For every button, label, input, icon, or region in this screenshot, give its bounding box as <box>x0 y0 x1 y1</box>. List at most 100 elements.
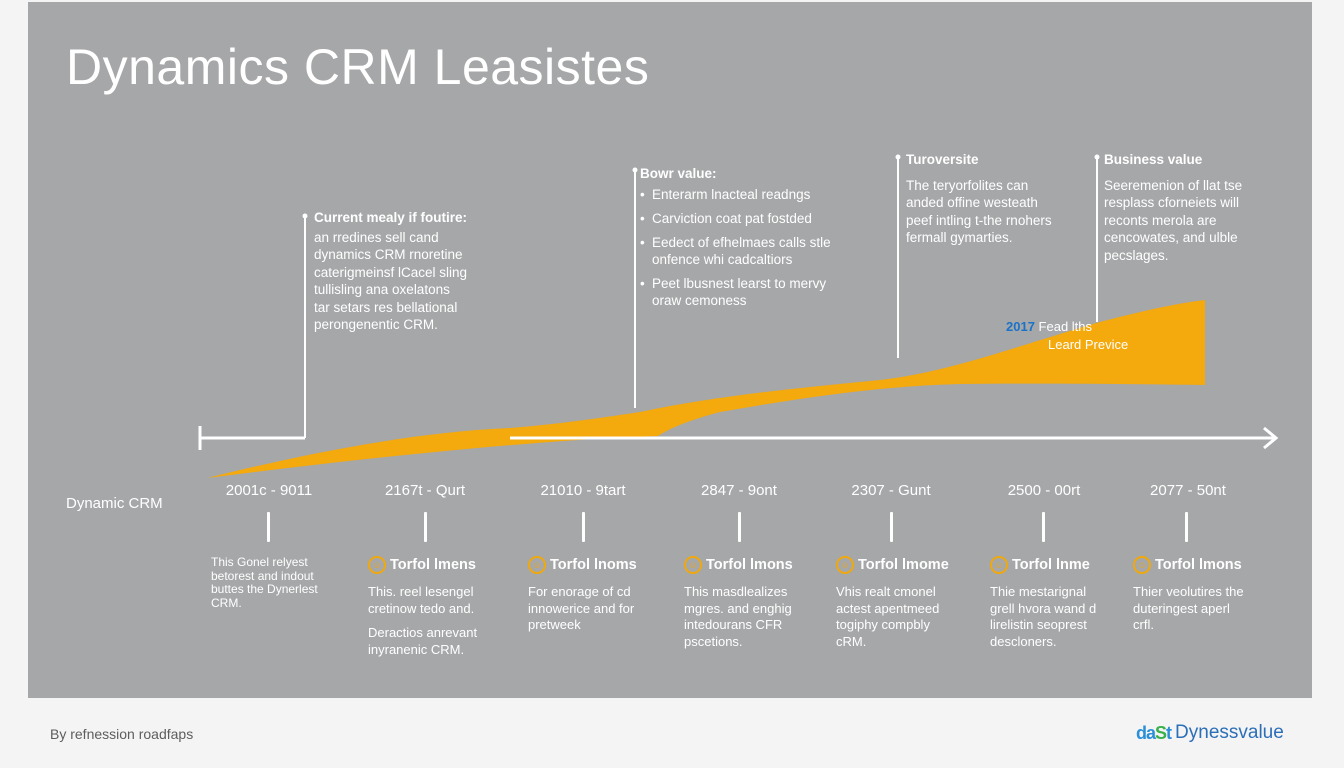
desc-line: Vhis realt cmonel <box>836 584 936 599</box>
desc-line: inyranenic CRM. <box>368 641 465 657</box>
desc-line: crfl. <box>1133 617 1154 632</box>
milestone-date: 2500 - 00rt <box>1007 482 1081 499</box>
milestone-date: 2167t - Qurt <box>384 482 466 499</box>
milestone-date: 2077 - 50nt <box>1150 482 1226 499</box>
milestone-desc: Thie mestarignal grell hvora wand d lire… <box>990 584 1122 650</box>
callout-line: dynamics CRM rnoretine <box>314 247 463 262</box>
brand-logo: daSt Dynessvalue <box>1136 722 1284 744</box>
milestone-heading: ☺ Torfol lnoms <box>528 556 660 574</box>
callout-current: Current mealy if foutire: an rredines se… <box>314 209 514 334</box>
smile-icon: ☺ <box>1133 556 1151 574</box>
milestone-tick <box>424 512 427 542</box>
callout-line: anded offine westeath <box>906 195 1038 210</box>
milestone-desc: This masdlealizes mgres. and enghig inte… <box>684 584 816 650</box>
milestone-heading: ☺ Torfol lmome <box>836 556 968 574</box>
chart-label-line2: Leard Previce <box>1048 337 1129 352</box>
milestone-card: ☺ Torfol lmens This. reel lesengel creti… <box>368 556 500 666</box>
callout-dot-3 <box>895 154 901 160</box>
callout-line: fermall gymarties. <box>906 230 1013 245</box>
footer-credit: By refnession roadfaps <box>50 726 194 742</box>
row-label: Dynamic CRM <box>66 495 163 512</box>
milestone-desc: For enorage of cd innowerice and for pre… <box>528 584 660 634</box>
desc-line: This Gonel relyest <box>211 555 308 569</box>
milestone-heading: ☺ Torfol lmons <box>684 556 816 574</box>
milestone-date: 2001c - 9011 <box>225 482 313 499</box>
milestone-card: ☺ Torfol lnoms For enorage of cd innower… <box>528 556 660 642</box>
milestone-card: ☺ Torfol lmons Thier veolutires the dute… <box>1133 556 1273 642</box>
milestone-tick <box>1185 512 1188 542</box>
milestone-desc: Vhis realt cmonel actest apentmeed togip… <box>836 584 968 650</box>
callout-bullets: Enterarm lnacteal readngs Carviction coa… <box>640 186 855 309</box>
callout-line: Seeremenion of llat tse <box>1104 177 1243 193</box>
callout-turnover: Turoversite The teryorfolites can anded … <box>906 151 1081 247</box>
milestone-date: 2847 - 9ont <box>701 482 777 499</box>
heading-text: Torfol lnme <box>1012 557 1090 573</box>
milestone-card: ☺ Torfol lnme Thie mestarignal grell hvo… <box>990 556 1122 658</box>
milestone-desc: Thier veolutires the duteringest aperl c… <box>1133 584 1273 634</box>
smile-icon: ☺ <box>990 556 1008 574</box>
milestone-card: ☺ Torfol lmons This masdlealizes mgres. … <box>684 556 816 658</box>
callout-line: reconts merola are <box>1104 212 1217 228</box>
milestone-tick <box>1042 512 1045 542</box>
callout-bullet: Carviction coat pat fostded <box>640 210 855 227</box>
callout-heading: Turoversite <box>906 152 979 167</box>
desc-line: Thie mestarignal <box>990 584 1087 599</box>
brand-mark-icon: daSt <box>1136 722 1172 744</box>
desc-line: pretweek <box>528 617 581 632</box>
desc-line: actest apentmeed <box>836 600 940 616</box>
desc-line: grell hvora wand d <box>990 600 1097 616</box>
desc-line: togiphy compbly <box>836 617 930 632</box>
callout-line: caterigmeinsf lCacel sling <box>314 264 468 280</box>
milestone-desc: This. reel lesengel cretinow tedo and. <box>368 584 500 617</box>
heading-text: Torfol lmons <box>706 557 793 573</box>
smile-icon: ☺ <box>836 556 854 574</box>
desc-line: This masdlealizes <box>684 584 788 599</box>
callout-heading: Bowr value: <box>640 166 717 181</box>
milestone-tick <box>582 512 585 542</box>
desc-line: mgres. and enghig <box>684 600 792 616</box>
desc-line: cretinow tedo and. <box>368 600 475 616</box>
heading-text: Torfol lnoms <box>550 557 637 573</box>
desc-line: betorest and indout <box>211 568 314 583</box>
desc-line: Deractios anrevant <box>368 625 478 640</box>
milestone-tick <box>890 512 893 542</box>
milestone-date: 21010 - 9tart <box>540 482 626 499</box>
milestone-heading: ☺ Torfol lmons <box>1133 556 1273 574</box>
heading-text: Torfol lmome <box>858 557 949 573</box>
callout-line: resplass cforneiets will <box>1104 195 1240 210</box>
callout-bullet: Enterarm lnacteal readngs <box>640 186 855 203</box>
milestone-date: 2307 - Gunt <box>851 482 931 499</box>
callout-dot-2 <box>632 167 638 173</box>
milestone-desc: This Gonel relyest betorest and indout b… <box>211 555 343 610</box>
milestone-tick <box>738 512 741 542</box>
desc-line: CRM. <box>211 595 242 610</box>
milestone-card: This Gonel relyest betorest and indout b… <box>211 555 343 618</box>
brand-mark-b: S <box>1155 722 1167 743</box>
heading-text: Torfol lmons <box>1155 557 1242 573</box>
desc-line: cRM. <box>836 633 867 649</box>
growth-ribbon <box>207 300 1205 478</box>
page-title: Dynamics CRM Leasistes <box>66 39 650 95</box>
callout-dot-1 <box>302 213 308 219</box>
callout-line: an rredines sell cand <box>314 229 439 245</box>
callout-value: Bowr value: Enterarm lnacteal readngs Ca… <box>640 165 855 316</box>
callout-line: pecslages. <box>1104 247 1169 263</box>
chart-label-line1: Fead lths <box>1038 319 1093 334</box>
milestone-card: ☺ Torfol lmome Vhis realt cmonel actest … <box>836 556 968 658</box>
smile-icon: ☺ <box>684 556 702 574</box>
desc-line: intedourans CFR <box>684 617 783 632</box>
desc-line: pscetions. <box>684 633 743 649</box>
milestone-desc-extra: Deractios anrevant inyranenic CRM. <box>368 625 500 658</box>
callout-heading: Current mealy if foutire: <box>314 210 468 225</box>
desc-line: buttes the Dynerlest <box>211 582 318 596</box>
smile-icon: ☺ <box>528 556 546 574</box>
callout-line: cencowates, and ulble <box>1104 230 1238 245</box>
desc-line: descloners. <box>990 633 1057 649</box>
callout-line: peef intling t-the rnohers <box>906 212 1052 228</box>
milestone-heading: ☺ Torfol lnme <box>990 556 1122 574</box>
chart-label-year: 2017 <box>1006 319 1035 334</box>
callout-line: perongenentic CRM. <box>314 317 438 332</box>
timeline-arrowhead <box>1263 426 1279 450</box>
desc-line: innowerice and for <box>528 600 635 616</box>
